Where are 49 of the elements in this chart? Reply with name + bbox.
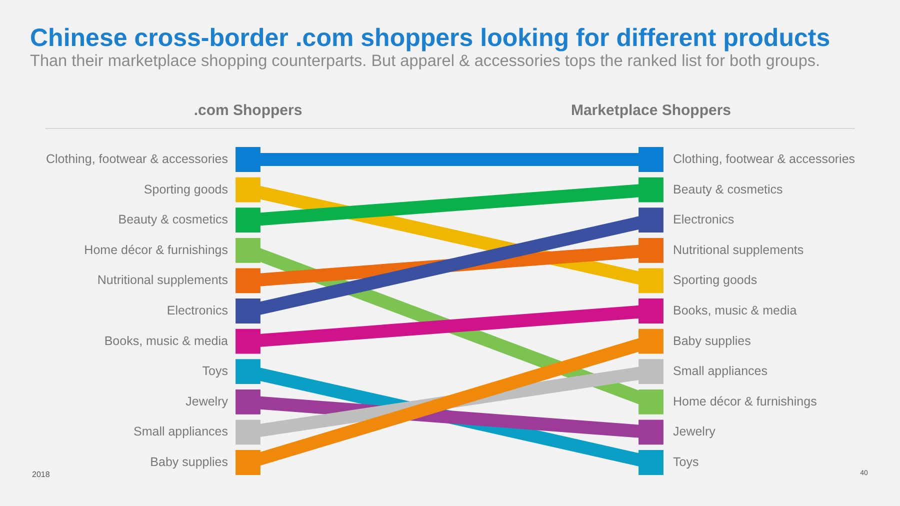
text: Beauty & cosmetics	[673, 182, 783, 196]
text: Books, music & media	[673, 303, 797, 318]
point	[236, 298, 260, 324]
series-label: Books, music & media	[104, 334, 228, 348]
point	[638, 450, 664, 475]
text: Electronics	[673, 212, 734, 227]
text: Home décor & furnishings	[673, 394, 817, 408]
series-label: Electronics	[166, 303, 228, 318]
point	[236, 268, 260, 294]
point	[236, 177, 260, 202]
x-tick-label: Marketplace Shoppers	[570, 102, 732, 120]
series-label: Jewelry	[186, 394, 229, 408]
series-label: Sporting goods	[144, 182, 228, 196]
text: Nutritional supplements	[673, 242, 804, 257]
point	[236, 359, 260, 384]
series-label: Beauty & cosmetics	[118, 212, 228, 227]
text: Sporting goods	[673, 273, 758, 288]
point	[236, 238, 260, 263]
point	[236, 420, 260, 445]
point	[638, 238, 664, 263]
x-tick-label: .com Shoppers	[194, 102, 302, 120]
point	[638, 177, 664, 202]
point	[236, 208, 260, 233]
point	[638, 328, 664, 354]
text: Jewelry	[673, 424, 716, 439]
point	[638, 298, 664, 324]
point	[638, 420, 664, 445]
point	[236, 328, 260, 354]
point	[638, 359, 664, 384]
series-label: Clothing, footwear & accessories	[46, 152, 228, 166]
series-label: Home décor & furnishings	[84, 242, 228, 257]
point	[638, 147, 664, 172]
text: 2018	[32, 470, 50, 480]
point	[236, 389, 260, 414]
point	[638, 208, 664, 233]
text: Clothing, footwear & accessories	[673, 152, 856, 166]
point	[236, 450, 260, 475]
chart-title: Chinese cross-border .com shoppers looking for different products	[30, 23, 830, 53]
text: Toys	[673, 454, 699, 469]
point	[638, 268, 664, 294]
chart-subtitle: Than their marketplace shopping counterparts. But apparel & accessories tops the ranked list for both groups.	[30, 52, 820, 71]
series-label: Small appliances	[134, 424, 228, 439]
series-label: Baby supplies	[150, 454, 228, 469]
point	[638, 389, 664, 414]
point	[236, 147, 260, 172]
text: Small appliances	[673, 364, 768, 378]
series-label: Toys	[202, 364, 228, 378]
series-label: Nutritional supplements	[97, 273, 228, 288]
text: Baby supplies	[673, 334, 751, 348]
